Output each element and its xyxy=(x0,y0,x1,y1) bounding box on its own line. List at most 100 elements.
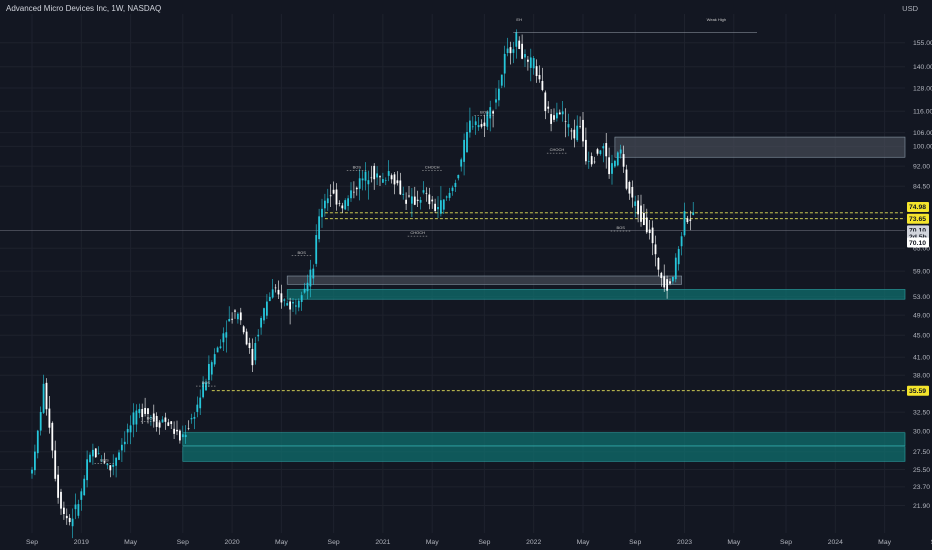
candle-body xyxy=(103,461,106,463)
candle-body xyxy=(80,491,83,500)
candle-body xyxy=(602,146,605,149)
candle-body xyxy=(463,139,465,162)
y-tick-label: 100.00 xyxy=(913,144,932,151)
candle-body xyxy=(384,180,387,181)
candle-body xyxy=(274,287,277,289)
x-tick-label: May xyxy=(124,539,137,546)
x-tick-label: May xyxy=(426,539,439,546)
candle-body xyxy=(419,199,422,203)
y-tick-label: 23.70 xyxy=(913,484,930,491)
x-tick-label: Sep xyxy=(931,539,932,546)
candle-body xyxy=(350,190,352,199)
candle-body xyxy=(396,180,399,184)
candle-body xyxy=(370,177,373,179)
candle-body xyxy=(123,441,126,445)
candle-body xyxy=(248,342,251,349)
candle-body xyxy=(332,189,335,194)
candle-body xyxy=(579,126,581,127)
candle-body xyxy=(132,412,135,425)
candle-body xyxy=(408,195,410,197)
candle-body xyxy=(608,157,610,175)
candle-body xyxy=(480,124,483,127)
candle-body xyxy=(625,169,628,189)
candle-body xyxy=(68,517,71,523)
candle-body xyxy=(495,99,497,103)
x-tick-label: Sep xyxy=(478,539,490,546)
candle-body xyxy=(576,125,579,141)
candle-body xyxy=(57,474,59,498)
x-tick-label: 2020 xyxy=(225,539,240,546)
candle-body xyxy=(689,219,692,221)
candle-body xyxy=(63,507,65,515)
candle-body xyxy=(402,193,405,195)
candle-body xyxy=(324,200,326,209)
candle-body xyxy=(126,429,129,433)
candle-body xyxy=(541,80,544,90)
candle-body xyxy=(97,453,100,454)
y-tick-label: 59.00 xyxy=(913,268,930,275)
candle-body xyxy=(112,464,115,467)
y-tick-label: 27.50 xyxy=(913,449,930,456)
price-tag xyxy=(907,237,929,248)
annotation-label: BOS xyxy=(297,250,306,255)
currency-label: USD xyxy=(902,4,918,13)
candle-body xyxy=(193,416,196,419)
candle-body xyxy=(283,299,286,301)
candle-body xyxy=(309,269,312,287)
candle-body xyxy=(460,159,463,167)
candle-body xyxy=(651,227,654,244)
candle-body xyxy=(590,156,593,165)
candle-body xyxy=(367,180,370,185)
candle-body xyxy=(48,408,51,428)
candle-body xyxy=(355,187,358,190)
candle-body xyxy=(364,171,367,181)
demand-zone-30b xyxy=(182,446,906,462)
candle-body xyxy=(474,121,477,125)
candle-body xyxy=(161,419,164,423)
candle-body xyxy=(582,119,584,142)
candle-body xyxy=(295,305,297,307)
candle-body xyxy=(614,160,616,167)
candle-body xyxy=(538,75,541,80)
candle-body xyxy=(674,257,677,280)
candle-body xyxy=(634,201,637,206)
candle-body xyxy=(254,343,257,361)
candle-body xyxy=(141,408,144,417)
candle-body xyxy=(239,312,242,321)
candle-body xyxy=(65,515,68,519)
candle-body xyxy=(321,208,323,218)
candle-body xyxy=(585,139,587,162)
price-tag-label: 70.10 xyxy=(909,240,926,247)
candle-body xyxy=(135,410,138,425)
candle-body xyxy=(492,111,494,114)
candle-body xyxy=(553,115,555,120)
candle-body xyxy=(39,411,42,431)
price-tag xyxy=(907,201,929,212)
zones xyxy=(182,136,906,462)
candle-body xyxy=(524,54,526,58)
annotation-label: BOS xyxy=(480,109,489,114)
candle-body xyxy=(286,303,289,306)
candle-body xyxy=(210,362,213,375)
demand-zone-30a xyxy=(182,432,906,447)
candle-body xyxy=(616,152,619,166)
price-tag xyxy=(907,213,929,224)
x-tick-label: 2019 xyxy=(74,539,89,546)
candle-body xyxy=(645,217,648,233)
candle-body xyxy=(469,120,471,133)
annotation-label: EH xyxy=(516,17,522,22)
chart-title: Advanced Micro Devices Inc, 1W, NASDAQ xyxy=(6,4,162,13)
candle-body xyxy=(587,161,590,162)
candles xyxy=(31,29,695,539)
candle-body xyxy=(683,211,686,236)
annotation-label: Weak High xyxy=(707,17,727,22)
y-tick-label: 32.50 xyxy=(913,409,930,416)
y-tick-label: 41.00 xyxy=(913,355,930,362)
candle-body xyxy=(31,469,33,474)
candle-body xyxy=(358,178,361,189)
candle-body xyxy=(619,149,622,154)
candle-body xyxy=(89,454,91,463)
candle-body xyxy=(34,451,36,471)
candle-body xyxy=(315,235,318,264)
